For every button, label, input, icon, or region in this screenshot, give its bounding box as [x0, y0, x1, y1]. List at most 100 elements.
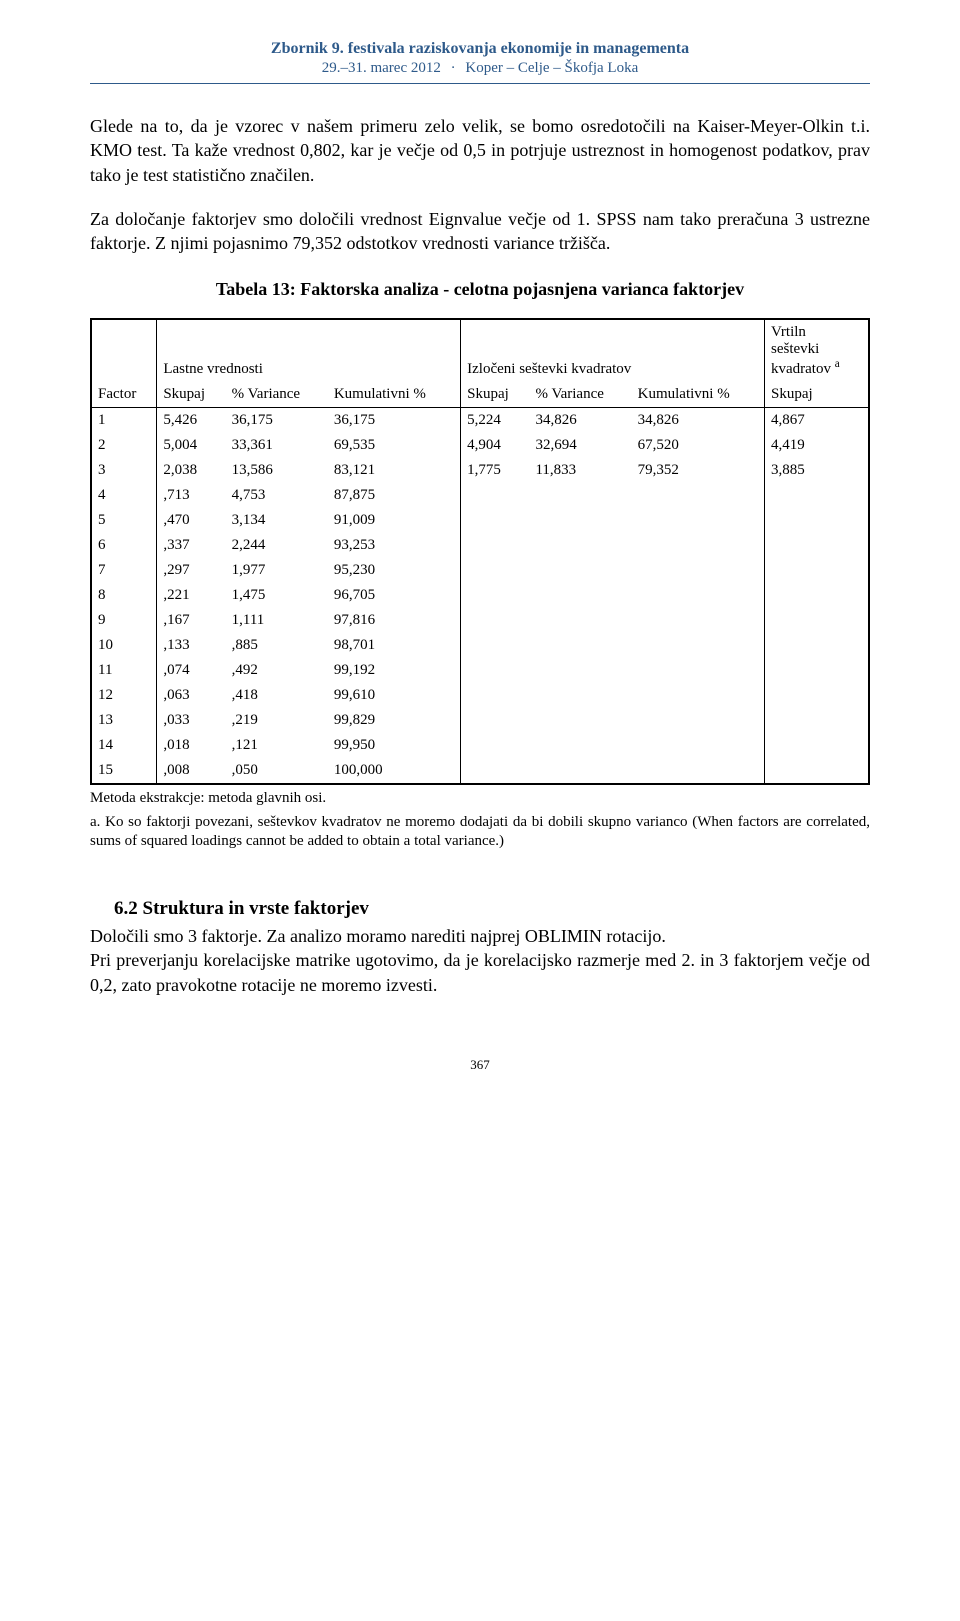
table-row: 15,42636,17536,1755,22434,82634,8264,867	[91, 408, 869, 434]
table-cell: 87,875	[328, 483, 461, 508]
table-cell	[764, 533, 869, 558]
table-cell: 36,175	[328, 408, 461, 434]
table-cell	[461, 683, 530, 708]
header-title: Zbornik 9. festivala raziskovanja ekonom…	[90, 40, 870, 58]
table-cell: 99,610	[328, 683, 461, 708]
page: Zbornik 9. festivala raziskovanja ekonom…	[0, 0, 960, 1133]
table-body: 15,42636,17536,1755,22434,82634,8264,867…	[91, 408, 869, 785]
table-cell: 4,867	[764, 408, 869, 434]
table-cell: 34,826	[529, 408, 631, 434]
table-cell	[529, 758, 631, 784]
table-cell	[461, 583, 530, 608]
table-cell: 95,230	[328, 558, 461, 583]
table-cell	[529, 508, 631, 533]
factor-table: Lastne vrednosti Izločeni seštevki kvadr…	[90, 318, 870, 785]
table-cell: 34,826	[632, 408, 765, 434]
table-cell	[632, 708, 765, 733]
table-cell	[529, 633, 631, 658]
table-row: 15,008,050100,000	[91, 758, 869, 784]
table-cell	[764, 508, 869, 533]
table-cell: 13,586	[226, 458, 328, 483]
table-cell: 1,775	[461, 458, 530, 483]
table-cell	[632, 683, 765, 708]
table-cell	[764, 583, 869, 608]
table-row: 12,063,41899,610	[91, 683, 869, 708]
table-cell: 12	[91, 683, 157, 708]
table-row: 5,4703,13491,009	[91, 508, 869, 533]
table-cell	[632, 758, 765, 784]
table-cell	[461, 608, 530, 633]
table-group-header-row: Lastne vrednosti Izločeni seštevki kvadr…	[91, 319, 869, 382]
table-cell	[632, 533, 765, 558]
col-factor: Factor	[91, 382, 157, 408]
table-cell: ,470	[157, 508, 226, 533]
table-cell: 4	[91, 483, 157, 508]
header-rule	[90, 83, 870, 84]
table-cell	[529, 483, 631, 508]
table-cell: ,018	[157, 733, 226, 758]
table-cell: ,008	[157, 758, 226, 784]
table-cell: 99,192	[328, 658, 461, 683]
table-cell: ,418	[226, 683, 328, 708]
table-cell: 91,009	[328, 508, 461, 533]
header-date: 29.–31. marec 2012	[322, 60, 441, 76]
table-cell: 2,244	[226, 533, 328, 558]
group-header-vrtiln: Vrtiln seštevki kvadratov a	[764, 319, 869, 382]
table-cell: 7	[91, 558, 157, 583]
table-cell: 97,816	[328, 608, 461, 633]
table-cell: 99,950	[328, 733, 461, 758]
table-cell: 93,253	[328, 533, 461, 558]
col-variance-1: % Variance	[226, 382, 328, 408]
col-kumulativni-2: Kumulativni %	[632, 382, 765, 408]
table-cell: 3,134	[226, 508, 328, 533]
table-cell	[461, 508, 530, 533]
table-cell: 36,175	[226, 408, 328, 434]
table-cell: 9	[91, 608, 157, 633]
table-cell	[529, 608, 631, 633]
table-title: Tabela 13: Faktorska analiza - celotna p…	[90, 279, 870, 300]
table-row: 25,00433,36169,5354,90432,69467,5204,419	[91, 433, 869, 458]
table-cell	[632, 558, 765, 583]
table-cell: 32,694	[529, 433, 631, 458]
table-cell: ,050	[226, 758, 328, 784]
table-row: 11,074,49299,192	[91, 658, 869, 683]
table-cell	[632, 508, 765, 533]
table-cell	[529, 733, 631, 758]
table-cell: ,297	[157, 558, 226, 583]
page-header: Zbornik 9. festivala raziskovanja ekonom…	[90, 40, 870, 77]
table-row: 4,7134,75387,875	[91, 483, 869, 508]
table-cell: 14	[91, 733, 157, 758]
table-row: 6,3372,24493,253	[91, 533, 869, 558]
table-cell: 5,004	[157, 433, 226, 458]
table-cell	[632, 608, 765, 633]
table-cell: 98,701	[328, 633, 461, 658]
table-cell: ,885	[226, 633, 328, 658]
table-cell: 5,224	[461, 408, 530, 434]
table-row: 8,2211,47596,705	[91, 583, 869, 608]
section-p2: Pri preverjanju korelacijske matrike ugo…	[90, 948, 870, 997]
table-cell: 33,361	[226, 433, 328, 458]
col-skupaj-3: Skupaj	[764, 382, 869, 408]
table-cell: ,167	[157, 608, 226, 633]
table-cell	[764, 483, 869, 508]
table-cell	[764, 558, 869, 583]
table-cell	[764, 733, 869, 758]
table-cell: 67,520	[632, 433, 765, 458]
table-cell	[529, 683, 631, 708]
table-cell: ,221	[157, 583, 226, 608]
table-cell	[461, 533, 530, 558]
table-cell: 3,885	[764, 458, 869, 483]
col-variance-2: % Variance	[529, 382, 631, 408]
table-cell	[632, 658, 765, 683]
table-cell: 13	[91, 708, 157, 733]
header-subtitle: 29.–31. marec 2012 · Koper – Celje – Ško…	[90, 60, 870, 77]
table-cell	[632, 583, 765, 608]
table-cell: 6	[91, 533, 157, 558]
section-p1: Določili smo 3 faktorje. Za analizo mora…	[90, 924, 870, 948]
table-cell: 1	[91, 408, 157, 434]
table-cell: 8	[91, 583, 157, 608]
table-cell: 79,352	[632, 458, 765, 483]
table-cell	[764, 658, 869, 683]
table-row: 10,133,88598,701	[91, 633, 869, 658]
group-header-lastne: Lastne vrednosti	[157, 319, 461, 382]
